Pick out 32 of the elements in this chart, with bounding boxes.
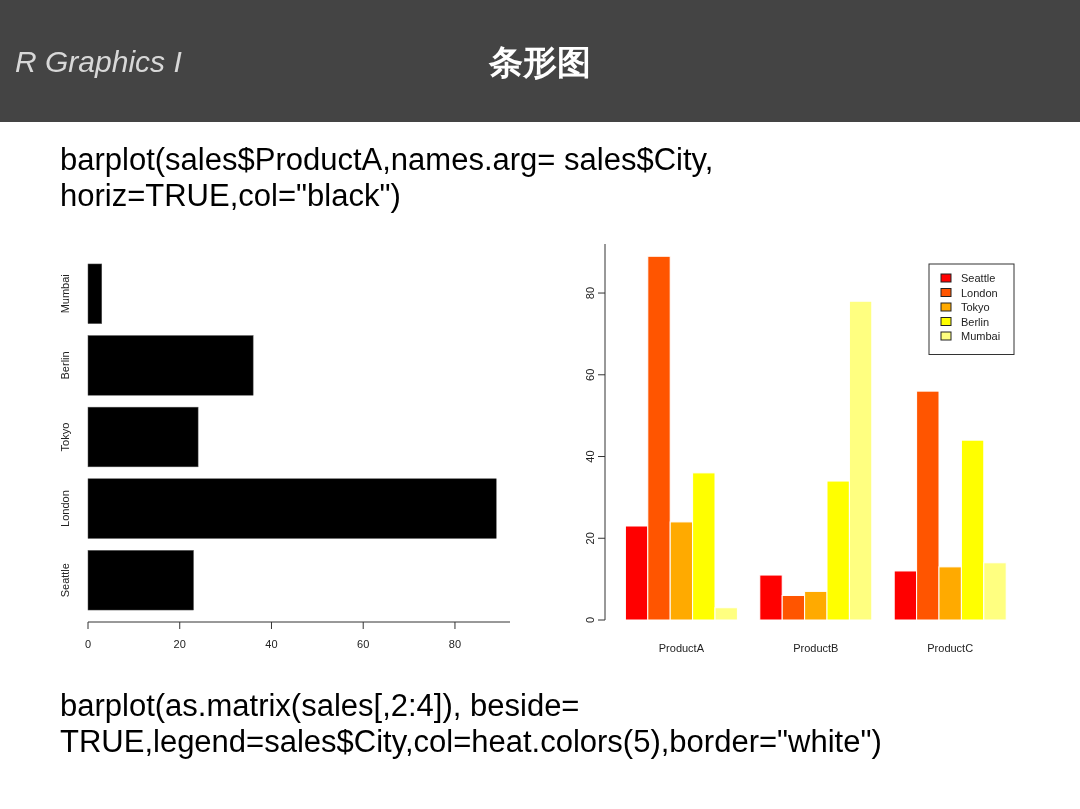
y-tick-label: Tokyo bbox=[59, 422, 71, 452]
text: barplot(as.matrix(sales[,2:4]), beside= TRUE,legend=sales$City,col=heat.colors(5),border="white") bbox=[60, 688, 883, 760]
legend-label: Tokyo bbox=[961, 301, 990, 313]
y-tick-label: 80 bbox=[584, 286, 596, 300]
bar bbox=[87, 550, 194, 611]
y-tick-label: Mumbai bbox=[59, 274, 71, 314]
y-tick-label: 0 bbox=[584, 616, 596, 624]
text: R Graphics I bbox=[15, 45, 182, 78]
x-tick-label: 60 bbox=[357, 638, 370, 650]
x-tick-label: 40 bbox=[265, 638, 278, 650]
y-tick-label: London bbox=[59, 490, 71, 527]
legend-label: London bbox=[961, 286, 998, 299]
legend-label: Berlin bbox=[961, 315, 990, 328]
x-tick-label: ProductC bbox=[927, 642, 974, 654]
legend-label: Mumbai bbox=[961, 330, 1001, 342]
x-tick-label: 0 bbox=[84, 638, 92, 650]
x-tick-label: 80 bbox=[448, 638, 462, 650]
x-tick-label: ProductA bbox=[658, 642, 705, 654]
bar bbox=[87, 478, 497, 539]
y-tick-label: 20 bbox=[584, 532, 596, 545]
x-tick-label: ProductB bbox=[793, 642, 839, 654]
y-tick-label: 60 bbox=[584, 368, 596, 381]
x-tick-label: 20 bbox=[173, 638, 186, 650]
y-tick-label: Seattle bbox=[59, 563, 71, 598]
bar bbox=[87, 263, 103, 324]
y-tick-label: 40 bbox=[584, 450, 596, 463]
text: barplot(sales$ProductA,names.arg= sales$City, horiz=TRUE,col="black") bbox=[60, 142, 715, 214]
legend-label: Seattle bbox=[961, 272, 996, 284]
bar bbox=[87, 406, 199, 468]
bar bbox=[87, 335, 254, 396]
text: 条形图 bbox=[488, 43, 591, 81]
y-tick-label: Berlin bbox=[59, 351, 71, 380]
